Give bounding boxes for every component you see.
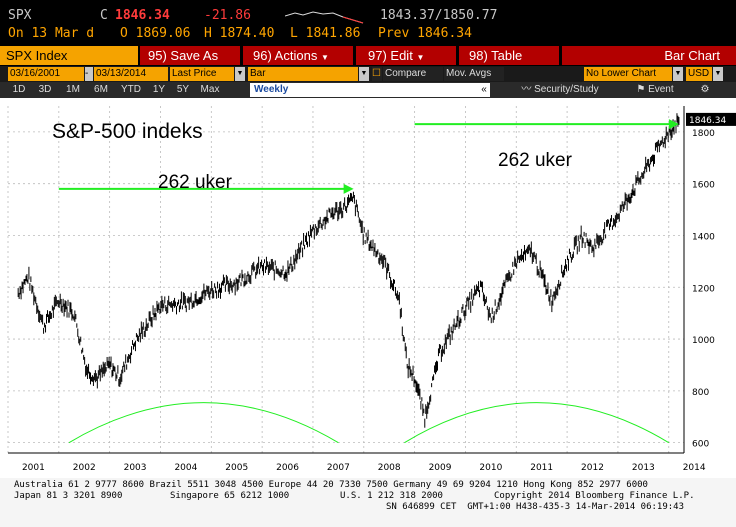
- flag-icon: ⚑: [636, 84, 646, 95]
- last-price: 1846.34: [115, 8, 170, 23]
- period-button-5y[interactable]: 5Y: [176, 84, 190, 95]
- quote-date: On 13 Mar d: [8, 26, 95, 41]
- period-button-1m[interactable]: 1M: [66, 84, 80, 95]
- y-tick-label: 800: [692, 388, 709, 398]
- chart-title: S&P-500 indeks: [52, 120, 203, 143]
- frequency-select[interactable]: Weekly: [250, 83, 490, 97]
- currency-select[interactable]: USD: [686, 67, 712, 81]
- chart-type-label: Bar Chart: [562, 46, 736, 65]
- x-tick-label: 2005: [225, 463, 248, 473]
- y-tick-label: 1800: [692, 129, 715, 139]
- gear-icon[interactable]: ⚙: [700, 84, 710, 95]
- footer: Australia 61 2 9777 8600 Brazil 5511 304…: [0, 478, 736, 527]
- cycle-arc-1: [68, 402, 339, 444]
- security-study-label: Security/Study: [534, 84, 599, 95]
- high-price: H 1874.40: [204, 26, 275, 41]
- options-bar: 03/16/2001 - 03/13/2014 Last Price ▼ Bar…: [0, 66, 736, 82]
- arrow-head-icon: [343, 183, 354, 194]
- x-tick-label: 2002: [73, 463, 96, 473]
- y-tick-label: 1400: [692, 232, 715, 242]
- arrow-head-icon: [668, 119, 679, 130]
- bid-ask-range: 1843.37/1850.77: [380, 8, 498, 23]
- low-price: L 1841.86: [290, 26, 361, 41]
- last-prefix: C: [100, 8, 108, 23]
- annotation-label-2: 262 uker: [498, 150, 573, 171]
- x-tick-label: 2011: [530, 463, 553, 473]
- period-button-ytd[interactable]: YTD: [121, 84, 141, 95]
- footer-japan: Japan 81 3 3201 8900: [14, 491, 123, 501]
- chevron-down-icon: ▼: [320, 53, 329, 62]
- date-separator: -: [85, 67, 93, 81]
- x-tick-label: 2013: [632, 463, 655, 473]
- save-as-button[interactable]: 95) Save As: [140, 46, 240, 65]
- y-tick-label: 1600: [692, 181, 715, 191]
- end-date-input[interactable]: 03/13/2014: [94, 67, 168, 81]
- open-price: O 1869.06: [120, 26, 191, 41]
- x-tick-label: 2007: [327, 463, 350, 473]
- mov-avgs-button[interactable]: Mov. Avgs: [444, 67, 504, 81]
- compare-checkbox[interactable]: ☐: [372, 67, 382, 81]
- price-chart[interactable]: S&P-500 indeks 262 uker 262 uker 2001 200…: [0, 98, 736, 478]
- chevron-down-icon[interactable]: ▼: [359, 67, 369, 81]
- prev-close: Prev 1846.34: [378, 26, 472, 41]
- style-select[interactable]: Bar: [248, 67, 358, 81]
- footer-session: SN 646899 CET GMT+1:00 H438-435-3 14-Mar…: [386, 502, 685, 512]
- edit-label: 97) Edit: [368, 48, 413, 63]
- sparkline-icon: [285, 11, 364, 24]
- x-tick-label: 2012: [581, 463, 604, 473]
- security-study-button[interactable]: 〰 Security/Study: [505, 83, 615, 97]
- footer-us: U.S. 1 212 318 2000: [340, 491, 443, 501]
- edit-button[interactable]: 97) Edit ▼: [356, 46, 456, 65]
- table-button[interactable]: 98) Table: [459, 46, 559, 65]
- x-tick-label: 2008: [378, 463, 401, 473]
- chevron-down-icon[interactable]: ▼: [235, 67, 245, 81]
- y-tick-label: 1000: [692, 336, 715, 346]
- period-toolbar: 1D 3D 1M 6M YTD 1Y 5Y Max Weekly « 〰 Security/S…: [0, 82, 736, 98]
- x-tick-label: 2009: [429, 463, 452, 473]
- annotation-label-1: 262 uker: [158, 172, 233, 193]
- field-select[interactable]: Last Price: [170, 67, 234, 81]
- price-change: -21.86: [204, 8, 251, 23]
- x-tick-label: 2006: [276, 463, 299, 473]
- period-button-max[interactable]: Max: [200, 84, 220, 95]
- ticker: SPX: [8, 8, 32, 23]
- chevron-down-icon: ▼: [416, 53, 425, 62]
- security-field[interactable]: SPX Index: [0, 46, 138, 65]
- footer-singapore: Singapore 65 6212 1000: [170, 491, 290, 501]
- y-tick-label: 600: [692, 440, 709, 450]
- x-tick-label: 2004: [174, 463, 197, 473]
- event-label: Event: [648, 84, 674, 95]
- actions-button[interactable]: 96) Actions ▼: [243, 46, 353, 65]
- menu-bar: SPX Index 95) Save As 96) Actions ▼ 97) …: [0, 46, 736, 66]
- actions-label: 96) Actions: [253, 48, 318, 63]
- period-button-1d[interactable]: 1D: [12, 84, 26, 95]
- footer-copyright: Copyright 2014 Bloomberg Finance L.P.: [494, 491, 695, 501]
- period-button-3d[interactable]: 3D: [38, 84, 52, 95]
- event-button[interactable]: ⚑ Event: [625, 83, 685, 97]
- x-tick-label: 2014: [683, 463, 706, 473]
- period-button-1y[interactable]: 1Y: [152, 84, 166, 95]
- start-date-input[interactable]: 03/16/2001: [8, 67, 84, 81]
- chevron-down-icon[interactable]: ▼: [713, 67, 723, 81]
- chart-icon: 〰: [521, 84, 532, 95]
- footer-contacts-line1: Australia 61 2 9777 8600 Brazil 5511 304…: [14, 480, 648, 490]
- lower-chart-select[interactable]: No Lower Chart: [584, 67, 672, 81]
- last-value-box: [686, 112, 736, 126]
- quote-header: SPX C 1846.34 -21.86 1843.37/1850.77 On …: [0, 0, 736, 44]
- x-tick-label: 2003: [124, 463, 147, 473]
- y-tick-label: 1200: [692, 284, 715, 294]
- chevron-down-icon[interactable]: ▼: [673, 67, 683, 81]
- x-tick-label: 2001: [22, 463, 45, 473]
- compare-label: Compare: [383, 67, 443, 81]
- period-button-6m[interactable]: 6M: [94, 84, 108, 95]
- cycle-arc-2: [404, 402, 670, 444]
- x-tick-label: 2010: [479, 463, 502, 473]
- last-value-label: 1846.34: [689, 116, 726, 126]
- collapse-icon[interactable]: «: [481, 84, 487, 95]
